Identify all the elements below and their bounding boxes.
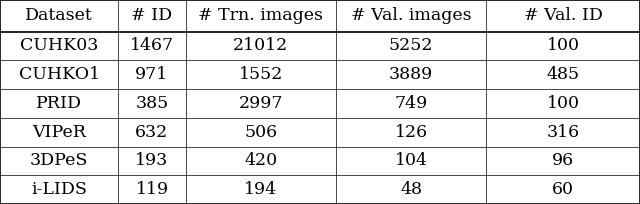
Text: 971: 971 (136, 66, 168, 83)
Text: 485: 485 (547, 66, 580, 83)
Text: 3889: 3889 (389, 66, 433, 83)
Text: 194: 194 (244, 181, 277, 198)
Text: # Val. ID: # Val. ID (524, 7, 603, 24)
Text: 1552: 1552 (239, 66, 283, 83)
Text: 5252: 5252 (389, 38, 433, 54)
Text: 385: 385 (136, 95, 168, 112)
Text: PRID: PRID (36, 95, 82, 112)
Text: i-LIDS: i-LIDS (31, 181, 87, 198)
Text: 749: 749 (395, 95, 428, 112)
Text: 60: 60 (552, 181, 574, 198)
Text: 316: 316 (547, 124, 580, 141)
Text: 632: 632 (136, 124, 168, 141)
Text: 506: 506 (244, 124, 277, 141)
Text: 96: 96 (552, 152, 574, 169)
Text: 2997: 2997 (239, 95, 283, 112)
Text: VIPeR: VIPeR (32, 124, 86, 141)
Text: 126: 126 (395, 124, 428, 141)
Text: 100: 100 (547, 95, 580, 112)
Text: 193: 193 (136, 152, 168, 169)
Text: # ID: # ID (131, 7, 173, 24)
Text: 420: 420 (244, 152, 277, 169)
Text: Dataset: Dataset (26, 7, 93, 24)
Text: 119: 119 (136, 181, 168, 198)
Text: 104: 104 (395, 152, 428, 169)
Text: 100: 100 (547, 38, 580, 54)
Text: 3DPeS: 3DPeS (30, 152, 88, 169)
Text: # Val. images: # Val. images (351, 7, 472, 24)
Text: 1467: 1467 (130, 38, 174, 54)
Text: 21012: 21012 (233, 38, 289, 54)
Text: 48: 48 (400, 181, 422, 198)
Text: CUHK03: CUHK03 (20, 38, 99, 54)
Text: CUHKO1: CUHKO1 (19, 66, 100, 83)
Text: # Trn. images: # Trn. images (198, 7, 323, 24)
